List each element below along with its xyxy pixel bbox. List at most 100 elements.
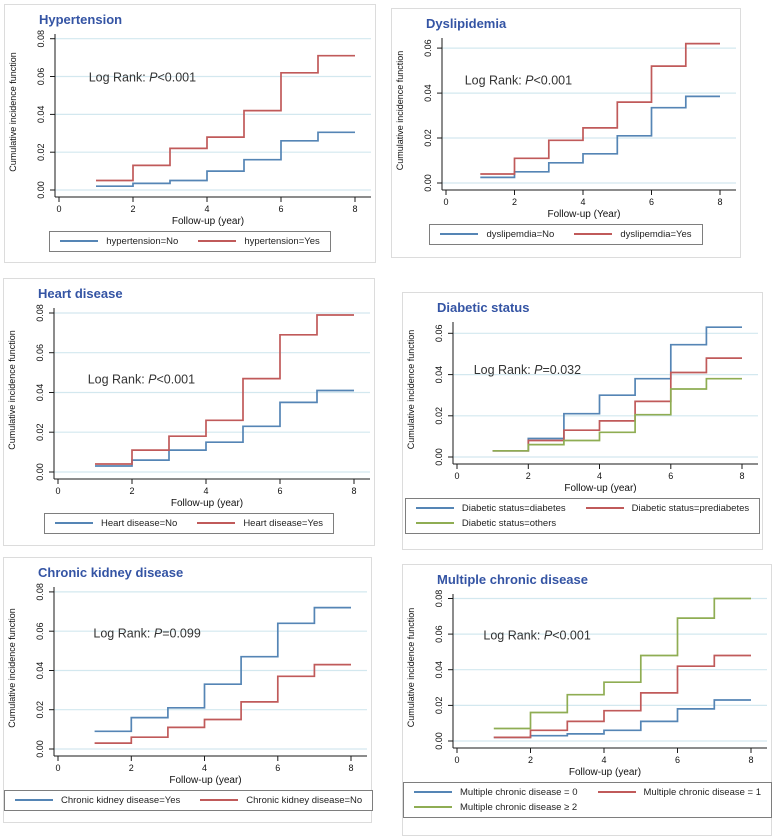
svg-text:Cumulative incidence function: Cumulative incidence function <box>406 608 416 728</box>
svg-text:6: 6 <box>275 763 280 773</box>
legend-line-swatch <box>60 240 99 242</box>
legend-entry: Chronic kidney disease=No <box>200 793 362 808</box>
svg-text:2: 2 <box>528 755 533 765</box>
chart-title-chronic-kidney-disease: Chronic kidney disease <box>38 565 184 580</box>
chart-legend-hypertension: hypertension=No hypertension=Yes <box>5 229 375 252</box>
legend-entry: Diabetic status=others <box>415 516 566 531</box>
legend-entry: Chronic kidney disease=Yes <box>15 793 180 808</box>
svg-text:0.06: 0.06 <box>434 325 444 343</box>
svg-text:0.00: 0.00 <box>434 448 444 466</box>
svg-text:2: 2 <box>526 471 531 481</box>
svg-text:Log Rank: P<0.001: Log Rank: P<0.001 <box>89 70 196 84</box>
svg-text:Cumulative incidence function: Cumulative incidence function <box>7 330 17 450</box>
legend-label: Heart disease=No <box>101 517 178 529</box>
svg-text:0.02: 0.02 <box>423 129 433 147</box>
svg-text:0.08: 0.08 <box>434 590 444 608</box>
legend-label: hypertension=Yes <box>244 235 320 247</box>
legend-label: Multiple chronic disease = 0 <box>460 786 578 798</box>
svg-text:Follow-up (year): Follow-up (year) <box>172 216 244 227</box>
svg-text:8: 8 <box>351 486 356 496</box>
legend-entry: Multiple chronic disease = 0 <box>414 785 578 800</box>
panel-hypertension: Hypertension 0.00 0.02 0.04 0.06 0.08 0 2 4 6 8 Fo… <box>4 4 376 263</box>
svg-text:0.06: 0.06 <box>36 68 46 86</box>
legend-label: Diabetic status=prediabetes <box>631 502 750 514</box>
svg-text:Cumulative incidence function: Cumulative incidence function <box>7 608 17 728</box>
svg-text:6: 6 <box>668 471 673 481</box>
svg-text:6: 6 <box>277 486 282 496</box>
chart-title-heart-disease: Heart disease <box>38 286 123 301</box>
legend-box: Heart disease=No Heart disease=Yes <box>44 512 334 534</box>
panel-heart-disease: Heart disease 0.00 0.02 0.04 0.06 0.08 0 2 4 6 8 F… <box>3 278 375 546</box>
svg-text:0.06: 0.06 <box>434 625 444 643</box>
svg-text:0: 0 <box>55 486 60 496</box>
svg-text:4: 4 <box>597 471 602 481</box>
svg-text:0.08: 0.08 <box>35 583 45 601</box>
legend-line-swatch <box>415 522 454 524</box>
svg-text:0.08: 0.08 <box>35 304 45 322</box>
svg-text:0.02: 0.02 <box>36 143 46 161</box>
chart-plot-chronic-kidney-disease: 0.00 0.02 0.04 0.06 0.08 0 2 4 6 8 Follow-up (year… <box>7 583 367 786</box>
svg-text:0: 0 <box>454 755 459 765</box>
legend-entry: Heart disease=No <box>55 516 177 531</box>
svg-text:0.04: 0.04 <box>35 384 45 402</box>
svg-text:8: 8 <box>717 197 722 207</box>
chart-title-multiple-chronic-disease: Multiple chronic disease <box>437 572 588 587</box>
svg-text:8: 8 <box>352 204 357 214</box>
legend-label: Multiple chronic disease = 1 <box>643 786 762 798</box>
legend-label: Diabetic status=others <box>461 517 557 529</box>
chart-title-hypertension: Hypertension <box>39 12 123 27</box>
svg-text:Log Rank: P<0.001: Log Rank: P<0.001 <box>483 628 590 642</box>
svg-text:0.00: 0.00 <box>35 740 45 758</box>
svg-text:Follow-up (year): Follow-up (year) <box>569 767 641 778</box>
panel-multiple-chronic-disease: Multiple chronic disease 0.00 0.02 0.04 0.0… <box>402 564 772 836</box>
svg-text:0.04: 0.04 <box>36 106 46 124</box>
chart-legend-dyslipidemia: dyslipemdia=No dyslipemdia=Yes <box>392 222 740 245</box>
svg-text:0.04: 0.04 <box>423 84 433 102</box>
svg-text:Follow-up (year): Follow-up (year) <box>169 775 241 786</box>
legend-entry: Heart disease=Yes <box>197 516 323 531</box>
svg-text:6: 6 <box>278 204 283 214</box>
legend-entry: Multiple chronic disease ≥ 2 <box>414 800 578 815</box>
legend-box: Multiple chronic disease = 0 Multiple chr… <box>403 781 772 818</box>
legend-label: Diabetic status=diabetes <box>461 502 566 514</box>
svg-text:Cumulative incidence function: Cumulative incidence function <box>8 52 18 172</box>
legend-line-swatch <box>414 806 452 808</box>
svg-text:0.04: 0.04 <box>35 662 45 680</box>
svg-text:Cumulative incidence function: Cumulative incidence function <box>406 330 416 450</box>
panel-chronic-kidney-disease: Chronic kidney disease 0.00 0.02 0.04 0.06 0… <box>3 557 374 823</box>
chart-plot-heart-disease: 0.00 0.02 0.04 0.06 0.08 0 2 4 6 8 Follow-up (year… <box>7 304 370 509</box>
svg-text:0.08: 0.08 <box>36 30 46 48</box>
svg-text:0: 0 <box>454 471 459 481</box>
legend-line-swatch <box>198 240 237 242</box>
legend-line-swatch <box>55 522 93 524</box>
legend-line-swatch <box>200 799 239 801</box>
legend-line-swatch <box>574 233 613 235</box>
svg-text:Log Rank: P<0.001: Log Rank: P<0.001 <box>88 373 195 387</box>
legend-box: dyslipemdia=No dyslipemdia=Yes <box>429 223 703 245</box>
legend-label: Chronic kidney disease=No <box>246 794 363 806</box>
svg-text:2: 2 <box>512 197 517 207</box>
legend-label: dyslipemdia=No <box>486 228 555 240</box>
svg-text:6: 6 <box>649 197 654 207</box>
legend-line-swatch <box>414 791 452 793</box>
chart-legend-diabetic-status: Diabetic status=diabetes Diabetic status=… <box>403 496 762 534</box>
svg-text:Follow-up (Year): Follow-up (Year) <box>548 209 621 220</box>
svg-text:0.02: 0.02 <box>434 697 444 715</box>
svg-text:2: 2 <box>130 204 135 214</box>
legend-entry: dyslipemdia=Yes <box>574 227 692 242</box>
chart-title-dyslipidemia: Dyslipidemia <box>426 16 507 31</box>
svg-text:0: 0 <box>55 763 60 773</box>
legend-entry: dyslipemdia=No <box>440 227 554 242</box>
svg-text:0.06: 0.06 <box>423 39 433 57</box>
legend-line-swatch <box>15 799 53 801</box>
panel-dyslipidemia: Dyslipidemia 0.00 0.02 0.04 0.06 0 2 4 6 8 Follow… <box>391 8 741 258</box>
svg-text:Log Rank: P<0.001: Log Rank: P<0.001 <box>465 73 572 87</box>
svg-text:2: 2 <box>129 486 134 496</box>
svg-text:Log Rank: P=0.099: Log Rank: P=0.099 <box>93 627 200 641</box>
svg-text:8: 8 <box>739 471 744 481</box>
svg-text:0.00: 0.00 <box>423 174 433 192</box>
chart-title-diabetic-status: Diabetic status <box>437 300 530 315</box>
chart-plot-diabetic-status: 0.00 0.02 0.04 0.06 0 2 4 6 8 Follow-up (year) Cum… <box>406 322 758 494</box>
svg-text:6: 6 <box>675 755 680 765</box>
